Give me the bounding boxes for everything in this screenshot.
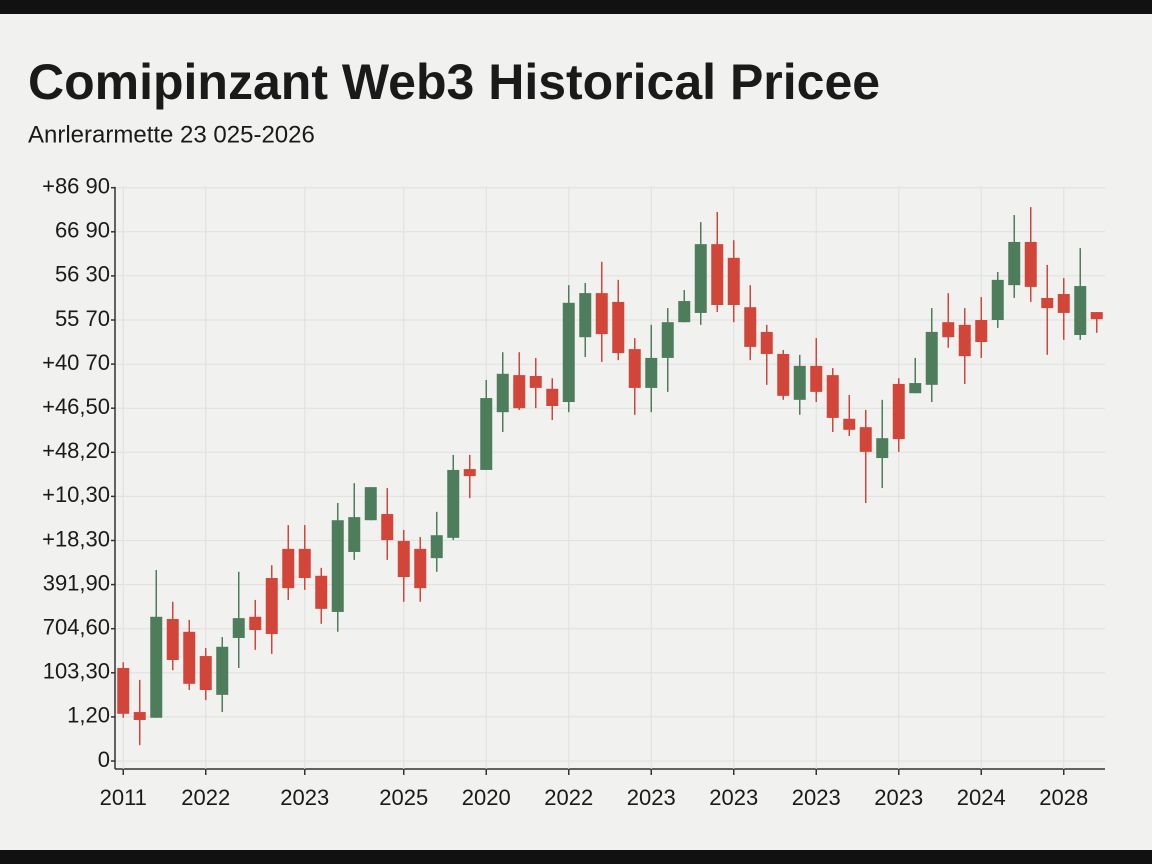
y-tick-label: 0 (98, 747, 110, 772)
candle-body (1090, 312, 1103, 320)
y-tick-label: 704,60 (43, 615, 110, 640)
y-tick-label: +10,30 (42, 482, 110, 507)
x-tick-label: 2011 (100, 785, 147, 810)
candle-body (793, 365, 806, 400)
candle-body (480, 398, 493, 470)
candle-body (562, 302, 575, 403)
candle-body (364, 487, 377, 521)
candle-body (744, 307, 757, 347)
candle-body (1074, 286, 1087, 335)
candle-body (843, 418, 856, 430)
y-tick-label: 103,30 (43, 659, 110, 684)
candle-body (760, 331, 773, 354)
candle-body (942, 322, 955, 338)
candle-body (496, 373, 509, 413)
candle-body (1041, 297, 1054, 309)
y-tick-label: +40 70 (42, 350, 110, 375)
y-tick-label: +86 90 (42, 174, 110, 199)
y-tick-label: 1,20 (67, 703, 110, 728)
candle-body (678, 301, 691, 323)
y-tick-label: 391,90 (43, 570, 110, 595)
x-tick-label: 2022 (181, 785, 230, 810)
y-tick-label: +46,50 (42, 394, 110, 419)
candle-body (711, 244, 724, 306)
candle-body (166, 618, 179, 661)
candle-body (859, 427, 872, 452)
candle-body (694, 244, 707, 313)
candle-body (975, 320, 988, 343)
candle-body (661, 322, 674, 358)
candle-body (529, 376, 542, 388)
candle-body (447, 469, 460, 538)
x-tick-label: 2023 (627, 785, 676, 810)
candle-body (315, 575, 328, 609)
candle-body (925, 331, 938, 385)
candle-body (133, 712, 146, 720)
y-tick-label: 56 30 (55, 262, 110, 287)
candle-body (117, 667, 130, 714)
candle-body (876, 438, 889, 459)
candle-body (414, 548, 427, 589)
candle-body (331, 520, 344, 612)
candle-body (249, 616, 262, 631)
candle-body (579, 293, 592, 338)
x-tick-label: 2025 (379, 785, 428, 810)
candle-body (216, 646, 229, 695)
candle-body (612, 301, 625, 354)
y-tick-label: +48,20 (42, 438, 110, 463)
candle-body (628, 349, 641, 388)
x-tick-label: 2024 (957, 785, 1006, 810)
candle-body (546, 388, 559, 406)
candle-body (513, 375, 526, 409)
candle-body (463, 469, 476, 477)
candle-body (645, 357, 658, 388)
candle-body (1008, 241, 1021, 286)
candle-body (282, 548, 295, 589)
candle-body (892, 383, 905, 440)
candle-body (150, 616, 163, 718)
candle-body (727, 257, 740, 306)
candle-body (265, 577, 278, 634)
y-tick-label: +18,30 (42, 526, 110, 551)
chart-subtitle: Anrlerarmette 23 025-2026 (28, 121, 315, 148)
candle-body (348, 517, 361, 552)
x-tick-label: 2023 (792, 785, 841, 810)
candle-body (430, 535, 443, 559)
candle-body (183, 631, 196, 684)
candle-body (1024, 241, 1037, 287)
candle-body (991, 279, 1004, 320)
candle-body (397, 540, 410, 578)
candle-body (1057, 293, 1070, 313)
candle-body (381, 514, 394, 541)
candle-body (826, 375, 839, 418)
x-tick-label: 2023 (280, 785, 329, 810)
chart-title: Comipinzant Web3 Historical Pricee (28, 54, 880, 110)
candle-body (595, 293, 608, 335)
candle-body (909, 383, 922, 394)
x-tick-label: 2028 (1039, 785, 1088, 810)
candle-body (810, 365, 823, 392)
screen (0, 14, 1152, 850)
candle-body (958, 324, 971, 357)
x-tick-label: 2023 (709, 785, 758, 810)
x-tick-label: 2023 (874, 785, 923, 810)
y-tick-label: 66 90 (55, 218, 110, 243)
x-tick-label: 2022 (544, 785, 593, 810)
x-tick-label: 2020 (462, 785, 511, 810)
candle-body (298, 548, 311, 578)
candle-body (199, 656, 212, 690)
y-tick-label: 55 70 (55, 306, 110, 331)
candle-body (232, 618, 245, 638)
candle-body (777, 353, 790, 396)
